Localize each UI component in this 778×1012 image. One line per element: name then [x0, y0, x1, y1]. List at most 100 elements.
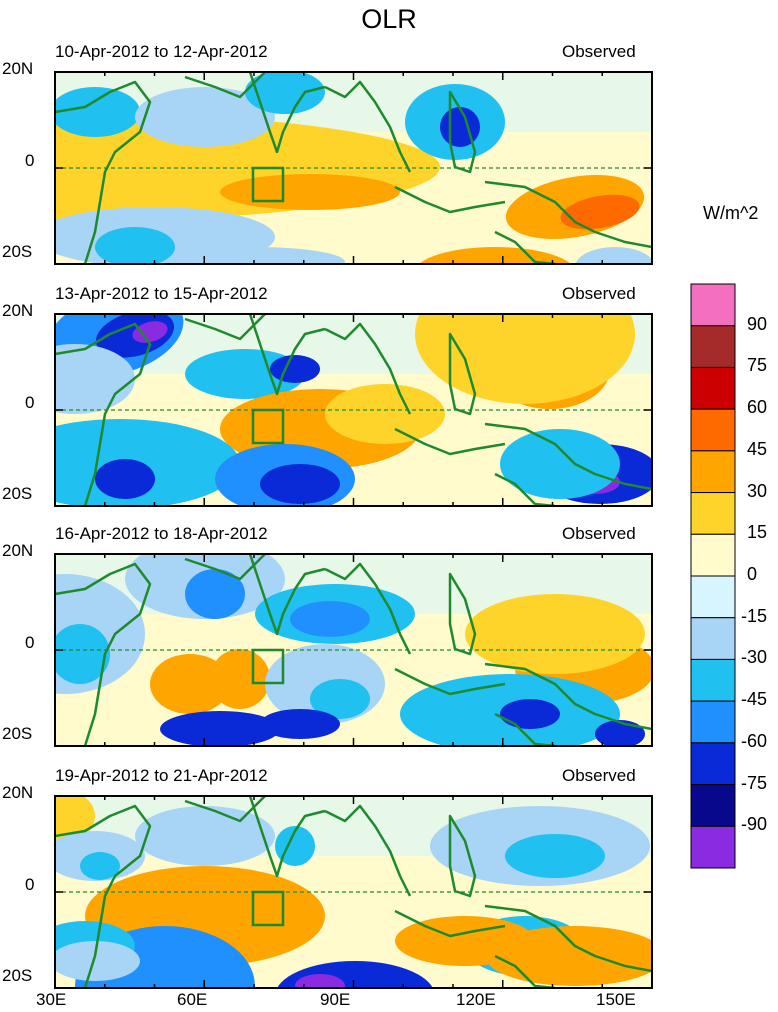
lat-label-20n: 20N	[2, 301, 34, 320]
colorbar-units: W/m^2	[703, 203, 759, 223]
olr-contour-region	[245, 72, 325, 114]
region-box	[251, 890, 285, 927]
coastline-africa-arabia	[55, 804, 152, 988]
coastline-arabia-persia	[184, 314, 266, 341]
coastline-java-indonesia	[394, 185, 506, 214]
olr-contour-region	[80, 852, 120, 880]
coastline-indochina-sumatra	[324, 562, 412, 655]
colorbar-swatch	[690, 408, 736, 452]
coastline-africa-arabia	[55, 562, 152, 746]
panel-observed-label: Observed	[562, 284, 636, 303]
colorbar-swatch	[690, 325, 736, 368]
coastline-new-guinea-australia	[484, 662, 652, 731]
colorbar-swatch	[690, 658, 736, 702]
olr-map-4	[54, 795, 653, 989]
colorbar-tick-label: 30	[747, 480, 768, 501]
region-box	[251, 408, 285, 445]
coastline-new-guinea-australia	[484, 422, 652, 491]
colorbar-swatch	[690, 492, 736, 535]
coastline-philippines-borneo	[448, 572, 477, 656]
olr-contour-region	[485, 926, 652, 986]
olr-contour-region	[220, 174, 400, 210]
olr-contour-region	[415, 314, 635, 404]
colorbar-tick-label: -15	[741, 605, 768, 626]
olr-contour-region	[55, 87, 140, 137]
olr-contour-region	[260, 709, 340, 739]
olr-contour-region	[135, 87, 275, 147]
coastline-java-indonesia	[394, 427, 506, 456]
lon-label-90e: 90E	[320, 990, 351, 1009]
coastline-arabia-persia	[184, 554, 266, 581]
coastline-java-indonesia	[394, 909, 506, 938]
olr-contour-region	[185, 569, 245, 619]
lat-label-20s: 20S	[2, 242, 33, 261]
colorbar-swatch	[690, 366, 736, 410]
panel-date-range: 19-Apr-2012 to 21-Apr-2012	[55, 766, 268, 785]
colorbar-swatch	[690, 533, 736, 577]
lat-label-20s: 20S	[2, 966, 33, 985]
olr-contour-region	[95, 227, 175, 264]
olr-contour-region	[95, 459, 155, 499]
coastline-arabia-persia	[184, 796, 266, 823]
olr-contour-region	[260, 464, 340, 504]
colorbar-tick-label: -45	[741, 689, 768, 710]
panel-observed-label: Observed	[562, 524, 636, 543]
olr-contour-region	[140, 871, 220, 931]
olr-contour-region	[290, 601, 370, 637]
olr-contour-region	[55, 941, 140, 981]
lon-label-30e: 30E	[36, 990, 67, 1009]
olr-contour-region	[275, 826, 315, 866]
lat-label-20n: 20N	[2, 541, 34, 560]
olr-contour-region	[465, 594, 645, 674]
coastline-indochina-sumatra	[324, 322, 412, 415]
coastline-africa-arabia	[55, 322, 152, 506]
olr-contour-region	[440, 107, 480, 147]
colorbar-swatch	[690, 825, 736, 869]
colorbar-swatch	[690, 742, 736, 786]
lat-label-20s: 20S	[2, 724, 33, 743]
coastline-arabia-persia	[184, 72, 266, 99]
colorbar-tick-label: -90	[741, 814, 768, 835]
panel-date-range: 10-Apr-2012 to 12-Apr-2012	[55, 42, 268, 61]
olr-contour-region	[575, 247, 652, 264]
colorbar-swatch	[690, 784, 736, 827]
lat-label-20n: 20N	[2, 59, 34, 78]
colorbar-tick-label: -75	[741, 772, 768, 793]
olr-contour-region	[132, 321, 168, 343]
lat-label-0: 0	[25, 393, 35, 412]
lat-label-0: 0	[25, 151, 35, 170]
coastline-indochina-sumatra	[324, 804, 412, 897]
olr-contour-region	[270, 355, 320, 383]
coastline-india	[248, 554, 326, 636]
lon-label-120e: 120E	[456, 990, 496, 1009]
colorbar-tick-label: 90	[747, 313, 768, 334]
colorbar	[690, 283, 736, 869]
olr-contour-region	[160, 711, 280, 746]
olr-map-2	[54, 313, 653, 507]
coastline-philippines-borneo	[448, 332, 477, 416]
coastline-africa-arabia	[55, 80, 152, 264]
olr-contour-region	[310, 679, 370, 719]
coastline-new-guinea-australia	[484, 180, 652, 249]
colorbar-swatch	[690, 450, 736, 494]
colorbar-tick-label: 75	[747, 355, 768, 376]
olr-contour-region	[150, 654, 230, 714]
coastline-india	[248, 314, 326, 396]
colorbar-tick-label: -30	[741, 647, 768, 668]
coastline-philippines-borneo	[448, 90, 477, 174]
coastline-india	[248, 72, 326, 154]
colorbar-tick-label: 45	[747, 438, 768, 459]
lat-label-20n: 20N	[2, 783, 34, 802]
olr-contour-region	[55, 624, 110, 684]
region-box	[251, 648, 285, 685]
colorbar-swatch	[690, 283, 736, 327]
coastline-indochina-sumatra	[324, 80, 412, 173]
colorbar-swatch	[690, 700, 736, 744]
colorbar-tick-label: 15	[747, 522, 768, 543]
olr-contour-region	[165, 247, 345, 264]
region-box	[251, 166, 285, 203]
olr-map-1	[54, 71, 653, 265]
coastline-philippines-borneo	[448, 814, 477, 898]
panel-date-range: 16-Apr-2012 to 18-Apr-2012	[55, 524, 268, 543]
olr-contour-region	[500, 429, 620, 499]
